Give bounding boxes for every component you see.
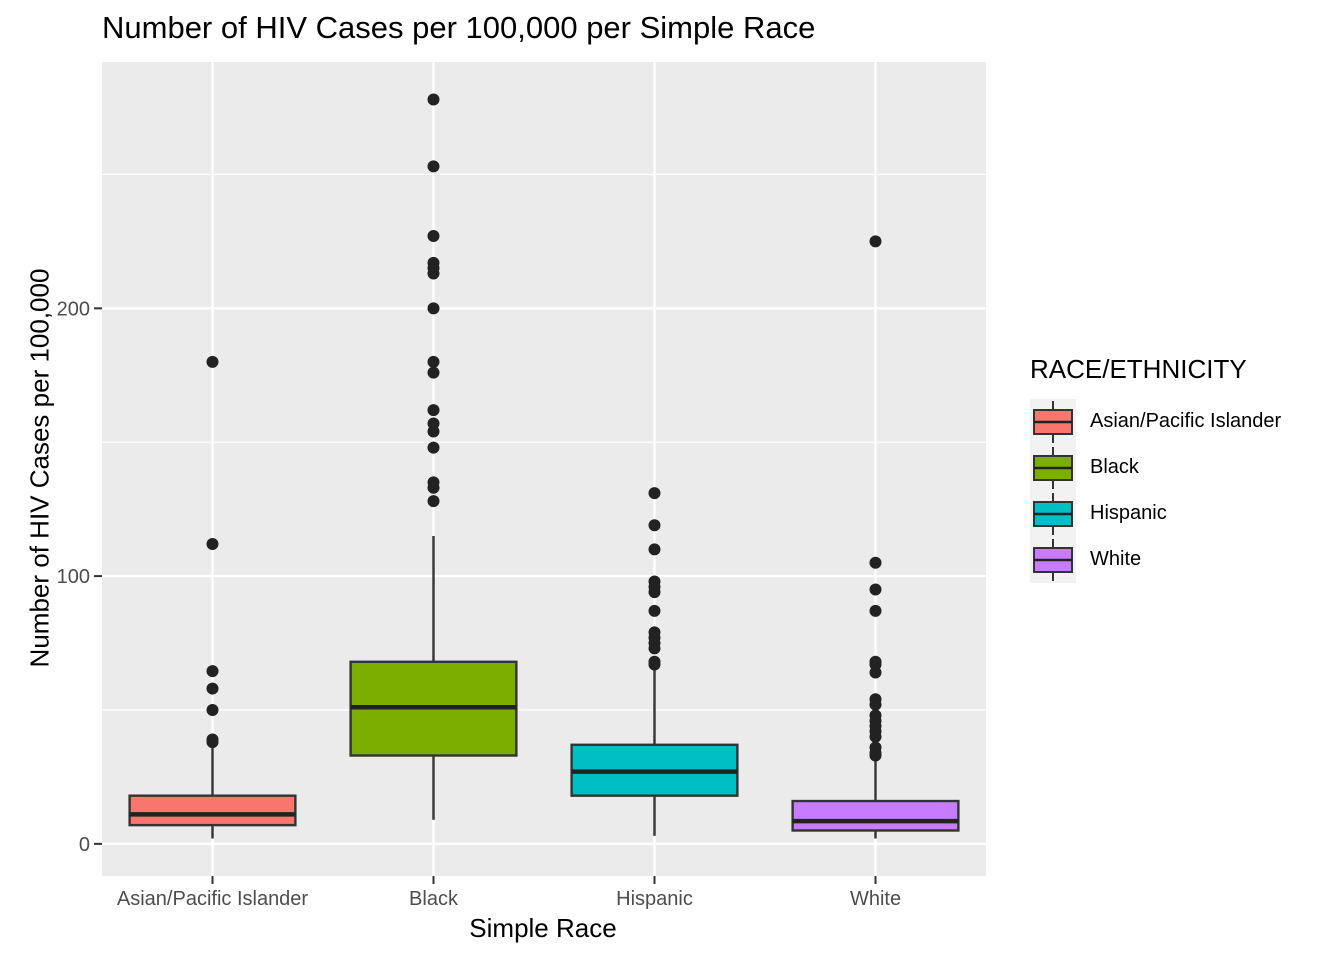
outlier-point — [427, 160, 440, 173]
y-axis-title: Number of HIV Cases per 100,000 — [24, 268, 55, 668]
outlier-point — [206, 736, 219, 749]
outlier-point — [648, 642, 661, 655]
outlier-point — [206, 703, 219, 716]
box-iqr — [128, 794, 297, 827]
outlier-point — [869, 666, 882, 679]
legend-key — [1030, 399, 1076, 445]
outlier-point — [427, 267, 440, 280]
box-group — [128, 355, 297, 839]
outlier-point — [869, 749, 882, 762]
outlier-point — [648, 604, 661, 617]
x-axis: Asian/Pacific Islander Black Hispanic White — [117, 876, 901, 910]
legend-title: RACE/ETHNICITY — [1030, 354, 1247, 384]
x-axis-title: Simple Race — [469, 913, 617, 943]
outlier-point — [648, 487, 661, 500]
outlier-point — [648, 543, 661, 556]
x-tick-label: White — [850, 888, 901, 910]
legend-keys — [1030, 399, 1076, 583]
legend-label: White — [1090, 548, 1142, 570]
x-tick-label: Black — [409, 888, 459, 910]
outlier-point — [648, 658, 661, 671]
x-tick-label: Hispanic — [616, 888, 693, 910]
outlier-point — [427, 355, 440, 368]
box-group — [570, 487, 739, 836]
outlier-point — [427, 425, 440, 438]
outlier-point — [427, 366, 440, 379]
outlier-point — [869, 235, 882, 248]
chart-title: Number of HIV Cases per 100,000 per Simp… — [102, 10, 816, 45]
y-axis: 0 100 200 — [57, 298, 102, 856]
legend-key — [1030, 491, 1076, 537]
outlier-point — [427, 230, 440, 243]
outlier-point — [427, 441, 440, 454]
outlier-point — [206, 537, 219, 550]
plot-panel — [102, 62, 986, 876]
y-tick-label: 100 — [57, 566, 90, 588]
box-group — [349, 93, 518, 820]
outlier-point — [869, 583, 882, 596]
outlier-point — [869, 604, 882, 617]
x-tick-label: Asian/Pacific Islander — [117, 888, 309, 910]
legend-key — [1030, 537, 1076, 583]
legend-label: Asian/Pacific Islander — [1090, 410, 1282, 432]
legend-key — [1030, 445, 1076, 491]
outlier-point — [648, 586, 661, 599]
outlier-point — [869, 698, 882, 711]
outlier-point — [427, 302, 440, 315]
legend-label: Hispanic — [1090, 502, 1167, 524]
y-tick-label: 0 — [79, 834, 90, 856]
outlier-point — [648, 519, 661, 532]
outlier-point — [206, 355, 219, 368]
boxes-layer — [128, 93, 960, 839]
outlier-point — [427, 93, 440, 106]
outlier-point — [427, 495, 440, 508]
y-tick-label: 200 — [57, 298, 90, 320]
outlier-point — [869, 730, 882, 743]
outlier-point — [206, 665, 219, 678]
outlier-point — [869, 556, 882, 569]
outlier-point — [427, 481, 440, 494]
outlier-point — [427, 404, 440, 417]
box-group — [791, 235, 960, 839]
legend-label: Black — [1090, 456, 1139, 478]
outlier-point — [206, 682, 219, 695]
minor-gridlines — [102, 173, 986, 711]
box-iqr — [791, 799, 960, 832]
